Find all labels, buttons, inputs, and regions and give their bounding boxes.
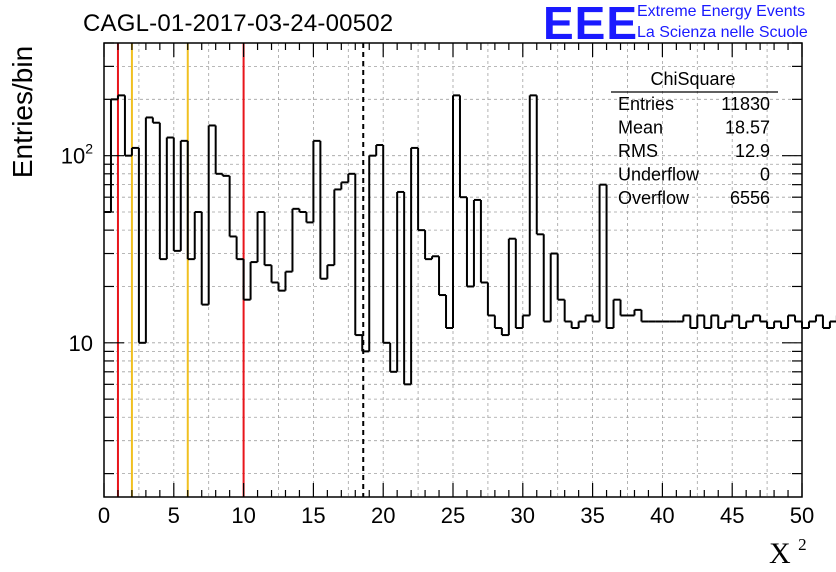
stats-row-label: Overflow: [618, 188, 690, 208]
x-tick-label: 0: [98, 503, 110, 528]
eee-logo-mark: EEE: [543, 0, 639, 49]
stats-row-label: Underflow: [618, 165, 700, 185]
x-axis-label: X 2: [769, 535, 807, 570]
stats-row-value: 12.9: [735, 141, 770, 161]
stats-row-label: Entries: [618, 94, 674, 114]
stats-row-label: RMS: [618, 141, 658, 161]
y-tick-labels: 10 102: [61, 141, 93, 356]
x-tick-label: 15: [301, 503, 325, 528]
histogram-steps: [104, 94, 836, 386]
stats-row-label: Mean: [618, 118, 663, 138]
stats-rows: Entries 11830 Mean 18.57 RMS 12.9 Underflow 0 Ov…: [618, 94, 770, 208]
x-tick-label: 25: [441, 503, 465, 528]
axis-ticks: [103, 42, 803, 497]
x-tick-label: 20: [371, 503, 395, 528]
x-axis-label-superscript: 2: [798, 535, 807, 554]
logo-text-line-2: La Scienza nelle Scuole: [637, 24, 808, 41]
x-tick-label: 35: [580, 503, 604, 528]
logo-text-line-1: Extreme Energy Events: [637, 3, 806, 20]
y-tick-label: 10: [69, 331, 93, 356]
stats-title: ChiSquare: [650, 69, 735, 89]
x-tick-label: 40: [650, 503, 674, 528]
x-tick-label: 45: [720, 503, 744, 528]
stats-row-value: 6556: [730, 188, 770, 208]
x-tick-label: 10: [231, 503, 255, 528]
x-tick-label: 5: [168, 503, 180, 528]
y-tick-label: 102: [61, 141, 93, 169]
x-tick-label: 50: [790, 503, 814, 528]
stats-row-value: 11830: [721, 94, 770, 114]
stats-row-value: 0: [760, 165, 770, 185]
x-axis-label-main: X: [769, 537, 791, 570]
stats-row-value: 18.57: [725, 118, 770, 138]
x-tick-label: 30: [511, 503, 535, 528]
x-tick-labels: 0 5 10 15 20 25 30 35 40 45 50: [98, 503, 814, 528]
stats-box: ChiSquare Entries 11830 Mean 18.57 RMS 12.9 Un…: [611, 69, 778, 208]
y-axis-label: Entries/bin: [7, 46, 38, 178]
histogram-title: CAGL-01-2017-03-24-00502: [83, 10, 394, 37]
